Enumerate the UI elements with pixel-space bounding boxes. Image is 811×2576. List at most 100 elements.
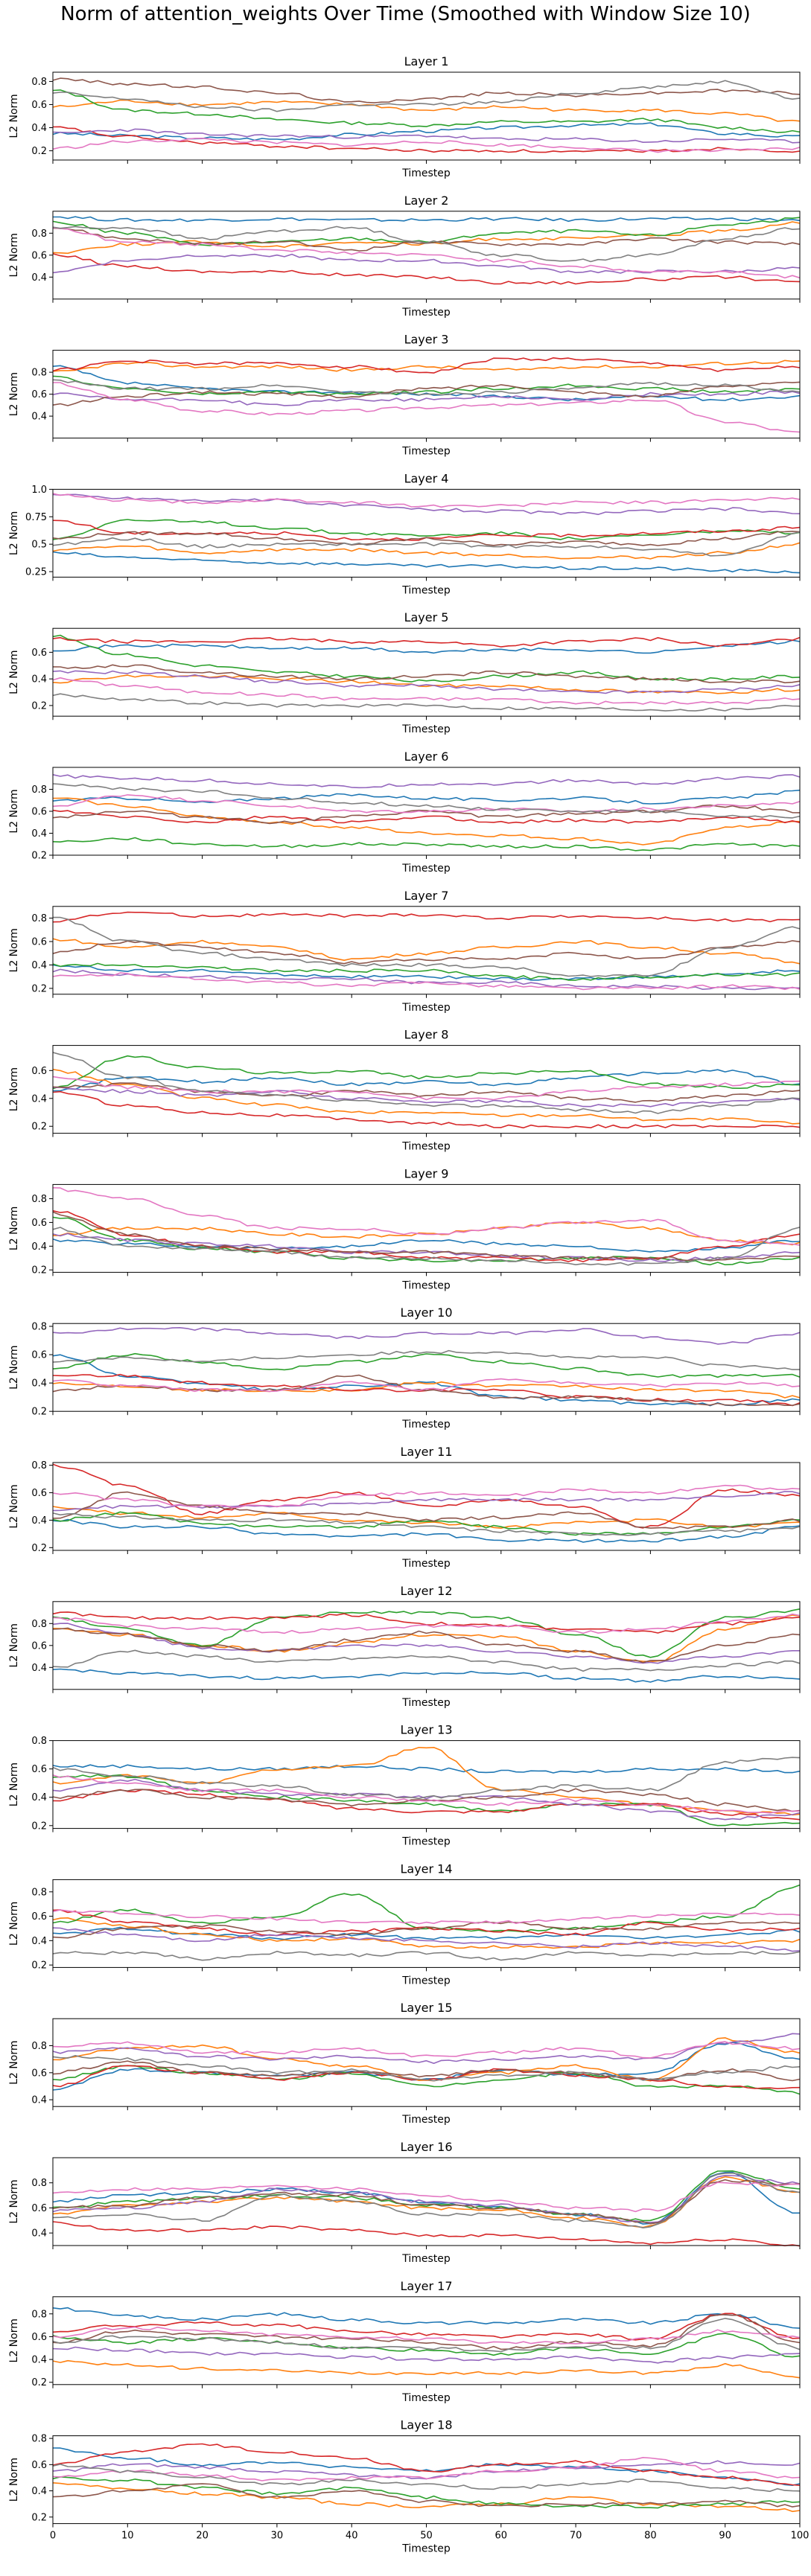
y-tick-label: 0.6 — [31, 1218, 47, 1229]
subplot-title: Layer 8 — [404, 1028, 449, 1042]
subplot-layer-14: Layer 14 0.2 0.4 0.6 0.8 Timestep L2 Norm — [8, 1861, 801, 1987]
subplot-title: Layer 14 — [400, 1861, 452, 1876]
x-tick-label: 20 — [196, 2531, 209, 2542]
y-tick-label: 0.8 — [31, 1194, 47, 1205]
y-tick-label: 0.75 — [25, 512, 47, 523]
y-tick-label: 0.6 — [31, 1066, 47, 1077]
series-line — [52, 2171, 800, 2225]
series-line — [52, 390, 801, 406]
series-line — [52, 964, 801, 981]
y-tick-label: 0.4 — [31, 1936, 47, 1947]
y-tick-label: 0.4 — [31, 272, 47, 284]
y-tick-label: 0.4 — [31, 1792, 47, 1803]
series-line — [52, 551, 801, 574]
series-line — [52, 1381, 801, 1399]
series-line — [53, 916, 801, 977]
subplot-layer-6: Layer 6 0.2 0.4 0.6 0.8 Timestep L2 Norm — [8, 750, 801, 875]
plot-frame — [52, 2018, 801, 2107]
plot-frame — [52, 2296, 801, 2385]
x-axis-label: Timestep — [401, 1558, 451, 1570]
y-tick-label: 0.8 — [31, 1619, 47, 1630]
subplot-title: Layer 3 — [404, 333, 449, 347]
x-axis-label: Timestep — [401, 1279, 451, 1291]
subplot-title: Layer 16 — [400, 2140, 452, 2154]
series-line — [52, 493, 801, 508]
plot-frame — [52, 1323, 801, 1412]
y-tick-label: 0.2 — [31, 983, 47, 994]
series-line — [52, 2346, 801, 2364]
y-tick-label: 0.2 — [31, 1543, 47, 1554]
series-line — [52, 797, 801, 846]
y-tick-label: 0.6 — [31, 389, 47, 400]
y-tick-label: 0.25 — [25, 567, 47, 578]
series-line — [52, 1917, 801, 1949]
series-line — [52, 2314, 801, 2350]
series-line — [52, 365, 801, 402]
y-tick-label: 0.6 — [31, 250, 47, 261]
series-line — [52, 1187, 801, 1246]
series-line — [52, 542, 801, 560]
subplot-layer-10: Layer 10 0.2 0.4 0.6 0.8 Timestep L2 Norm — [8, 1305, 801, 1431]
y-tick-label: 0.4 — [31, 2228, 47, 2240]
series-line — [52, 379, 801, 396]
y-tick-label: 0.2 — [31, 1122, 47, 1133]
series-line — [53, 639, 801, 654]
series-line — [52, 1774, 801, 1814]
y-axis-label: L2 Norm — [8, 1623, 20, 1667]
subplot-layer-2: Layer 2 0.4 0.6 0.8 Timestep L2 Norm — [8, 194, 801, 319]
subplot-layer-1: Layer 1 0.2 0.4 0.6 0.8 Timestep L2 Norm — [8, 54, 801, 179]
series-line — [52, 1884, 801, 1933]
series-line — [52, 2172, 801, 2228]
y-tick-label: 0.2 — [31, 1821, 47, 1832]
y-tick-label: 0.6 — [31, 2203, 47, 2214]
series-line — [52, 2179, 801, 2225]
series-line — [52, 2182, 801, 2213]
x-axis-label: Timestep — [401, 2253, 451, 2265]
series-line — [52, 940, 801, 965]
x-tick-label: 90 — [719, 2531, 731, 2542]
y-tick-label: 0.8 — [31, 368, 47, 379]
series-line — [52, 1463, 801, 1529]
x-axis-label: Timestep — [401, 1975, 451, 1987]
series-line — [52, 1484, 801, 1509]
y-tick-label: 0.2 — [31, 2512, 47, 2523]
y-tick-label: 0.4 — [31, 1378, 47, 1390]
y-axis-label: L2 Norm — [8, 2041, 20, 2085]
series-line — [52, 2443, 801, 2486]
series-line — [52, 670, 801, 694]
series-line — [52, 2464, 801, 2493]
series-line — [52, 1757, 801, 1800]
y-tick-label: 0.2 — [31, 2377, 47, 2388]
series-line — [53, 216, 801, 223]
series-line — [52, 664, 801, 684]
series-line — [52, 128, 801, 144]
series-line — [52, 837, 801, 851]
series-line — [52, 2326, 801, 2345]
subplot-title: Layer 12 — [400, 1584, 452, 1598]
y-tick-label: 0.8 — [31, 228, 47, 240]
y-tick-label: 0.8 — [31, 913, 47, 924]
y-tick-label: 0.4 — [31, 674, 47, 685]
series-line — [52, 693, 801, 712]
series-line — [52, 89, 801, 133]
y-tick-label: 0.8 — [31, 2434, 47, 2445]
subplot-title: Layer 13 — [400, 1723, 452, 1737]
series-line — [52, 938, 801, 965]
subplot-layer-9: Layer 9 0.2 0.4 0.6 0.8 Timestep L2 Norm — [8, 1166, 801, 1291]
series-line — [52, 1909, 801, 1925]
subplot-layer-13: Layer 13 0.2 0.4 0.6 0.8 Timestep L2 Norm — [8, 1723, 801, 1848]
series-line — [52, 1512, 801, 1536]
series-line — [52, 1668, 801, 1683]
series-line — [52, 2483, 801, 2508]
subplot-title: Layer 18 — [400, 2418, 452, 2432]
series-line — [52, 77, 801, 103]
x-axis-label: Timestep — [401, 446, 451, 458]
series-line — [52, 1378, 801, 1393]
x-axis-label: Timestep — [401, 1141, 451, 1153]
series-line — [52, 375, 801, 396]
series-line — [52, 1087, 801, 1108]
series-line — [52, 1209, 801, 1262]
x-tick-label: 30 — [271, 2531, 284, 2542]
series-line — [52, 809, 801, 824]
